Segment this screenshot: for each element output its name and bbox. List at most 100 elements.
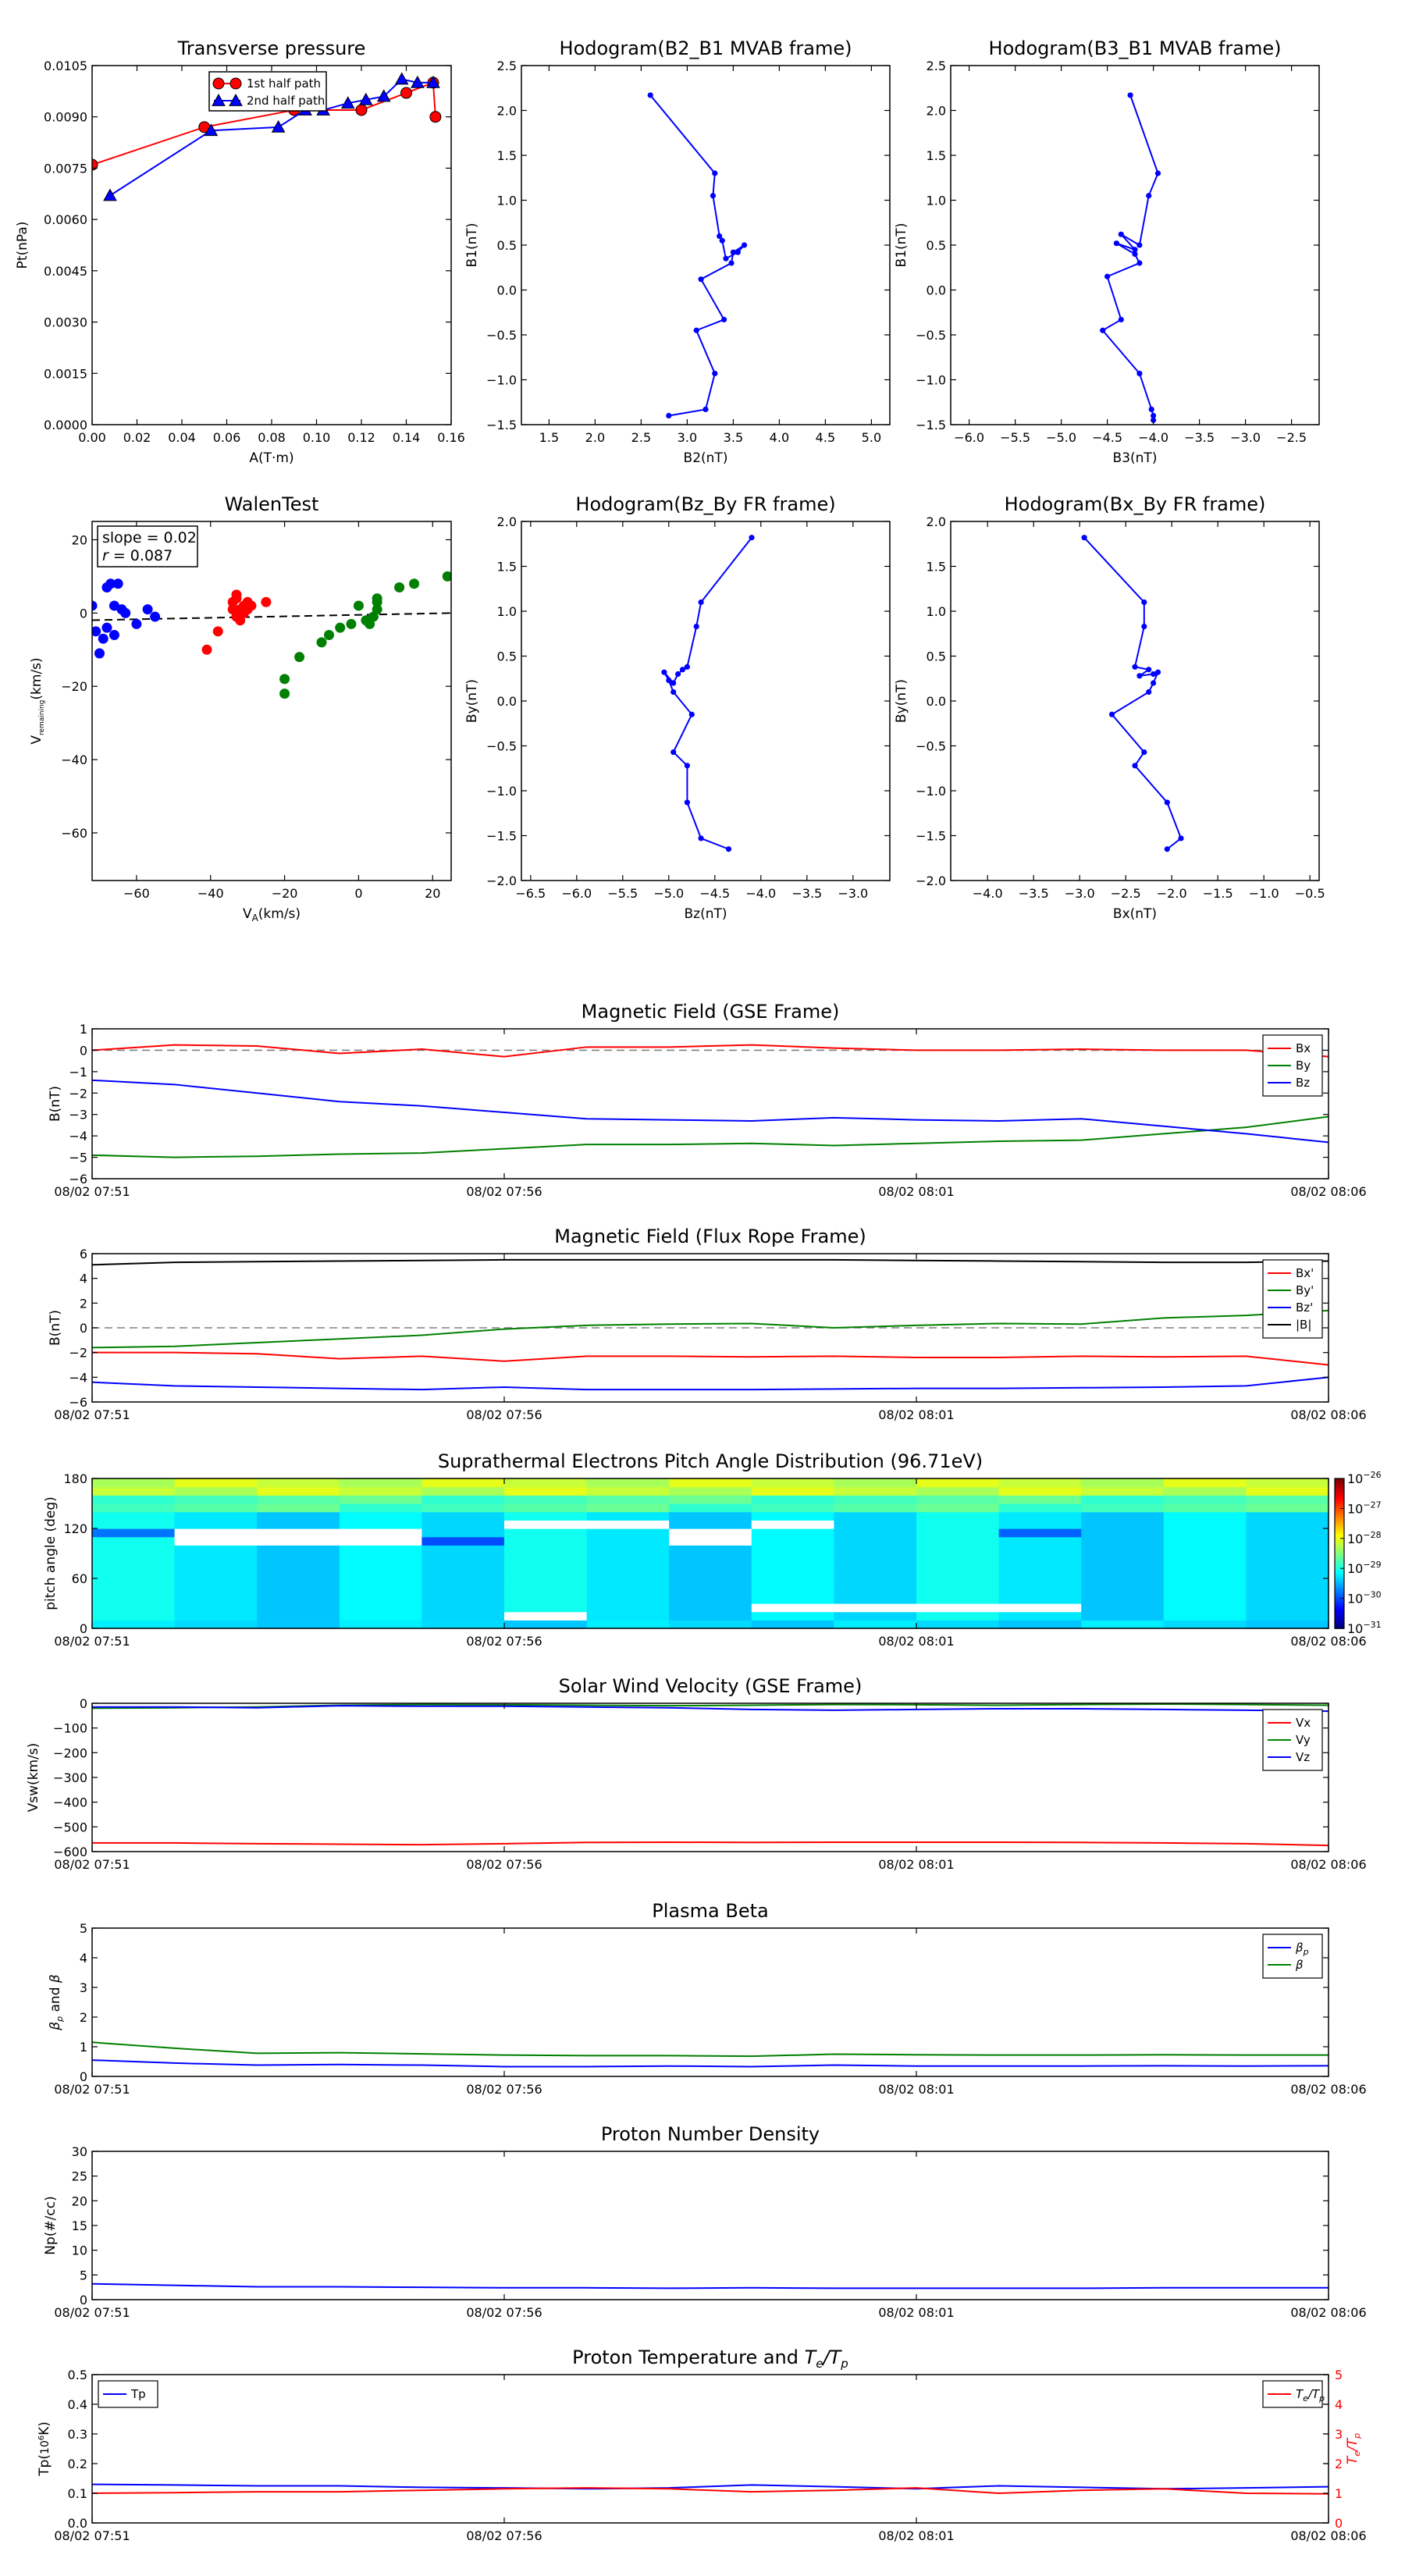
- pt-point: [103, 188, 117, 201]
- vsw-series-Vz-2: [92, 1705, 1329, 1713]
- pad-cell: [1081, 1495, 1165, 1504]
- vsw-ytick-label: −300: [53, 1770, 87, 1785]
- mag-xtick-label: 08/02 08:01: [878, 1184, 954, 1199]
- pad-colorbar-segment: [1335, 1568, 1344, 1572]
- vsw-ytick-label: −400: [53, 1795, 87, 1810]
- vsw-legend-label-2: Vz: [1296, 1750, 1310, 1764]
- h3-point: [698, 835, 704, 841]
- pad-cell: [339, 1495, 422, 1504]
- pad-cell: [1163, 1561, 1247, 1571]
- h2-xlabel: B3(nT): [1113, 450, 1158, 466]
- h1-point: [698, 276, 704, 283]
- pad-colorbar-segment: [1335, 1560, 1344, 1564]
- pad-cell: [174, 1620, 258, 1629]
- pad-colorbar-segment: [1335, 1553, 1344, 1557]
- tp-axes-frame: [91, 2374, 1329, 2524]
- magfr-legend-label-0: Bx': [1296, 1266, 1314, 1280]
- pad-cell: [257, 1520, 340, 1529]
- magfr-title: Magnetic Field (Flux Rope Frame): [554, 1226, 866, 1247]
- pad-cell: [1081, 1536, 1165, 1546]
- h4-ytick-label: 0.5: [927, 649, 946, 664]
- beta-series-β-1: [91, 2041, 1329, 2058]
- pad-colorbar-segment: [1335, 1508, 1344, 1512]
- pad-cell: [998, 1520, 1082, 1529]
- pad-cell: [422, 1536, 505, 1546]
- pt-point: [394, 72, 409, 85]
- np-xtick-label: 08/02 08:06: [1290, 2305, 1366, 2320]
- pad-cell: [751, 1520, 834, 1529]
- h4-plot-area: [1081, 535, 1184, 852]
- h1-point: [723, 255, 729, 262]
- beta-axes-frame: [91, 1927, 1329, 2077]
- pad-cell: [1246, 1536, 1329, 1546]
- magfr-ytick-label: 6: [80, 1247, 87, 1261]
- walen-point: [112, 578, 123, 589]
- h1-xtick-label: 3.5: [724, 430, 743, 445]
- pad-cell: [1163, 1511, 1247, 1521]
- h2-ytick-label: 0.0: [927, 283, 946, 298]
- pad-cell: [751, 1620, 834, 1629]
- pad-cell: [586, 1528, 670, 1538]
- h4-point: [1132, 763, 1138, 769]
- h2-xtick-label: −5.0: [1046, 430, 1076, 445]
- pad-cell: [504, 1570, 588, 1579]
- beta-legend-box: [1262, 1934, 1323, 1979]
- pad-cell: [998, 1570, 1082, 1579]
- pad-colorbar-segment: [1335, 1606, 1344, 1610]
- walen-ytick-label: 20: [72, 532, 87, 547]
- pad-colorbar-frame: [1334, 1478, 1345, 1629]
- walen-point: [94, 648, 105, 659]
- h1-point: [647, 92, 653, 98]
- pad-cell: [586, 1553, 670, 1563]
- walen-slope-text: slope = 0.02: [102, 529, 197, 546]
- h2-point: [1118, 316, 1124, 323]
- vsw-legend-label-1: Vy: [1296, 1733, 1311, 1747]
- h1-xlabel: B2(nT): [684, 450, 728, 466]
- h1-xtick-label: 1.5: [539, 430, 559, 445]
- pad-cell: [586, 1503, 670, 1513]
- pad-cell: [916, 1536, 1000, 1546]
- h3-ylabel: By(nT): [464, 679, 480, 723]
- pad-colorbar-segment: [1335, 1578, 1344, 1582]
- tp-ylabel: Tp(106K): [37, 2421, 52, 2477]
- pad-ytick-label: 60: [72, 1571, 87, 1586]
- pad-cell: [92, 1561, 176, 1571]
- pt-point: [340, 96, 355, 109]
- pad-cell: [751, 1578, 834, 1588]
- pad-cell: [257, 1603, 340, 1613]
- pad-cell: [751, 1611, 834, 1621]
- walen-fit-line: [92, 612, 451, 621]
- walen-point: [324, 630, 335, 641]
- tp-xtick-label: 08/02 07:56: [466, 2528, 542, 2543]
- h1-point: [719, 237, 725, 244]
- np-xtick-label: 08/02 08:01: [878, 2305, 954, 2320]
- pad-cell: [339, 1586, 422, 1596]
- tp-y2tick-label: 0: [1335, 2516, 1343, 2531]
- pad-colorbar-segment: [1335, 1478, 1344, 1482]
- beta-ytick-label: 0: [80, 2069, 87, 2084]
- pt-ytick-label: 0.0105: [44, 59, 87, 73]
- h2-axes-frame: [950, 65, 1320, 425]
- pad-cell: [669, 1586, 752, 1596]
- pad-colorbar-segment: [1335, 1621, 1344, 1624]
- pad-cell: [92, 1478, 176, 1488]
- vsw-ytick-label: −600: [53, 1845, 87, 1859]
- pad-cell: [669, 1620, 752, 1629]
- h3-point: [675, 671, 681, 678]
- magfr-xtick-label: 08/02 07:51: [54, 1407, 130, 1422]
- pad-cell: [92, 1520, 176, 1529]
- h2-point: [1132, 251, 1138, 258]
- pad-cell: [1081, 1570, 1165, 1579]
- pad-cell: [998, 1511, 1082, 1521]
- pad-cell: [998, 1586, 1082, 1596]
- np-panel: Proton Number Density 08/02 07:51 08/02 07…: [43, 2123, 1367, 2320]
- pad-ylabel: pitch angle (deg): [43, 1496, 59, 1610]
- pad-cell: [998, 1595, 1082, 1604]
- beta-ytick-label: 3: [80, 1980, 87, 1995]
- walen-point: [131, 618, 142, 629]
- walen-point: [120, 607, 131, 618]
- pad-cell: [174, 1478, 258, 1488]
- pad-cell: [916, 1570, 1000, 1579]
- pad-colorbar-segment: [1335, 1481, 1344, 1485]
- h2-xtick-label: −4.0: [1138, 430, 1168, 445]
